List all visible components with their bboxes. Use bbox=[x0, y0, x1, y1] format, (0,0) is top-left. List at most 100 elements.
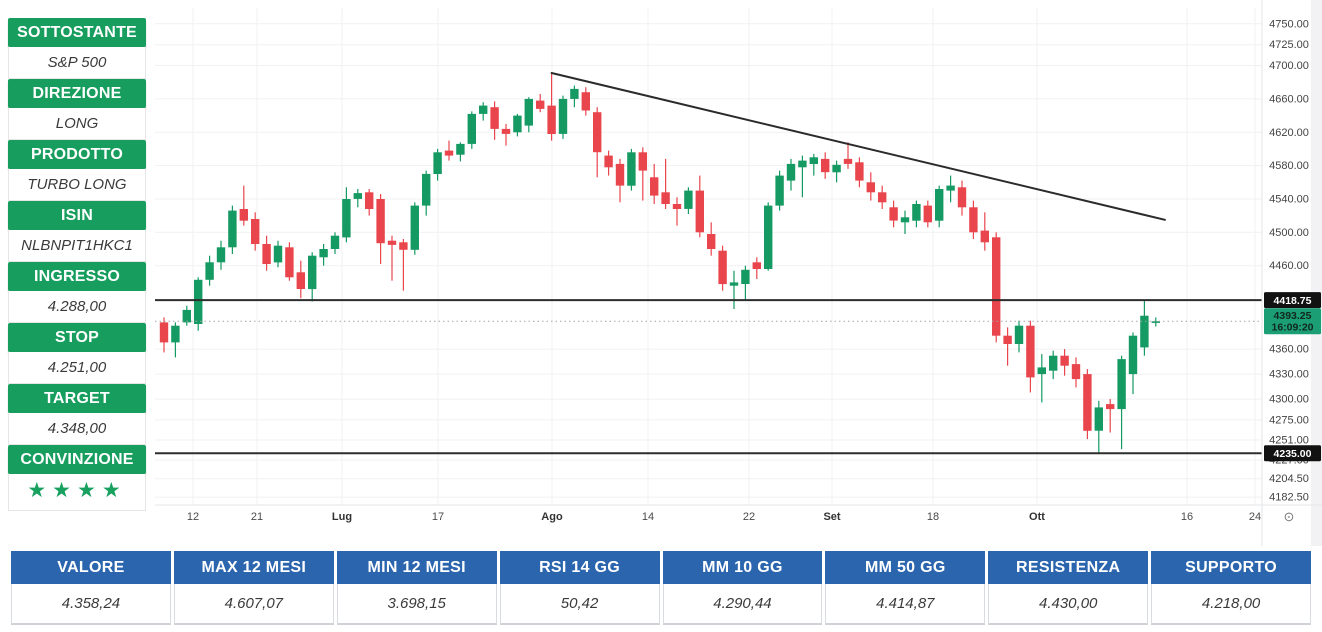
sidebar-header-convinzione: CONVINZIONE bbox=[8, 445, 146, 474]
candle-body bbox=[513, 115, 522, 133]
candle-body bbox=[581, 92, 590, 111]
stats-header: MAX 12 MESI bbox=[173, 551, 334, 584]
price-axis[interactable]: 4750.00 4725.00 4700.00 4660.00 4620.00 4580.… bbox=[1269, 18, 1309, 503]
trade-info-panel: SOTTOSTANTE S&P 500 DIREZIONE LONG PRODOTTO T… bbox=[8, 18, 146, 511]
sidebar-header-target: TARGET bbox=[8, 384, 146, 413]
sidebar-header-prodotto: PRODOTTO bbox=[8, 140, 146, 169]
candle-body bbox=[809, 157, 818, 164]
candle-body bbox=[741, 269, 750, 284]
candle bbox=[536, 93, 545, 113]
candle-body bbox=[912, 204, 921, 221]
candle bbox=[1060, 349, 1069, 376]
candle-body bbox=[1140, 315, 1149, 348]
candle bbox=[935, 185, 944, 228]
candle bbox=[672, 197, 682, 226]
axis-settings-icon[interactable]: ⊙ bbox=[1284, 509, 1295, 524]
candle-body bbox=[1117, 359, 1126, 410]
sidebar-value-target: 4.348,00 bbox=[8, 413, 146, 445]
sidebar-value-stop: 4.251,00 bbox=[8, 352, 146, 384]
stats-header: VALORE bbox=[11, 551, 171, 584]
candle-body bbox=[615, 163, 625, 186]
candle bbox=[1117, 355, 1126, 450]
sidebar-header-isin: ISIN bbox=[8, 201, 146, 230]
candle bbox=[171, 322, 180, 358]
price-line-badge-text: 4418.75 bbox=[1274, 295, 1312, 307]
stats-value: 4.290,44 bbox=[662, 584, 823, 625]
price-tick-label: 4750.00 bbox=[1269, 18, 1309, 30]
candle bbox=[1071, 357, 1081, 388]
descending-trendline[interactable] bbox=[550, 72, 1166, 221]
candle-body bbox=[296, 272, 305, 289]
sidebar-header-sottostante: SOTTOSTANTE bbox=[8, 18, 146, 47]
candle bbox=[604, 150, 613, 176]
candle-body bbox=[604, 155, 613, 168]
price-tick-label: 4700.00 bbox=[1269, 60, 1309, 72]
candle bbox=[194, 277, 203, 331]
candle bbox=[228, 205, 237, 254]
candle-body bbox=[467, 113, 476, 144]
candle bbox=[444, 140, 454, 161]
candle-body bbox=[353, 193, 362, 199]
sidebar-header-stop: STOP bbox=[8, 323, 146, 352]
candle-body bbox=[650, 177, 659, 196]
candle bbox=[456, 142, 465, 162]
candle bbox=[1128, 332, 1138, 395]
candle bbox=[1106, 399, 1115, 433]
candle-body bbox=[1060, 355, 1069, 366]
candlestick-chart[interactable]: 4750.00 4725.00 4700.00 4660.00 4620.00 4580.… bbox=[0, 0, 1322, 546]
candle bbox=[319, 244, 328, 266]
candle bbox=[809, 153, 818, 176]
candle-body bbox=[729, 282, 739, 286]
candle bbox=[490, 101, 499, 140]
price-line-badge-bg bbox=[1264, 292, 1321, 309]
candle-body bbox=[672, 204, 682, 209]
candle-body bbox=[285, 247, 294, 278]
candle bbox=[399, 239, 408, 291]
candle bbox=[650, 163, 659, 204]
candle-body bbox=[1026, 325, 1035, 378]
candle-body bbox=[547, 105, 556, 134]
candle bbox=[615, 158, 625, 203]
candle-body bbox=[821, 158, 830, 173]
candle bbox=[296, 260, 305, 299]
price-tick-label: 4182.50 bbox=[1269, 492, 1309, 504]
candle-body bbox=[456, 143, 465, 155]
stats-header: MM 10 GG bbox=[662, 551, 823, 584]
candle-body bbox=[205, 262, 214, 280]
price-tick-label: 4251.00 bbox=[1269, 435, 1309, 447]
stats-value: 50,42 bbox=[499, 584, 660, 625]
time-tick-label: 22 bbox=[743, 511, 755, 523]
candle bbox=[1094, 400, 1103, 453]
sidebar-value-sottostante: S&P 500 bbox=[8, 47, 146, 79]
candle bbox=[1026, 320, 1035, 393]
candle bbox=[1151, 317, 1160, 327]
time-tick-label: Lug bbox=[332, 511, 352, 523]
time-tick-label: 17 bbox=[432, 511, 444, 523]
price-tick-label: 4620.00 bbox=[1269, 127, 1309, 139]
candle bbox=[684, 187, 693, 214]
candle-body bbox=[1094, 407, 1103, 431]
candles-layer[interactable] bbox=[159, 73, 1160, 453]
candle bbox=[992, 232, 1001, 343]
candle bbox=[980, 212, 989, 251]
time-axis[interactable]: 12 21 Lug 17 Ago 14 22 Set 18 Ott 16 24 bbox=[187, 511, 1261, 523]
candle-body bbox=[524, 98, 533, 126]
chart-background bbox=[0, 0, 1322, 546]
price-tick-label: 4500.00 bbox=[1269, 227, 1309, 239]
stats-value: 4.358,24 bbox=[11, 584, 171, 625]
candle bbox=[878, 185, 887, 209]
candle-body bbox=[946, 185, 955, 191]
candle bbox=[695, 175, 704, 238]
candle-body bbox=[228, 210, 237, 248]
candle-body bbox=[1003, 335, 1012, 344]
candle-body bbox=[969, 207, 978, 233]
candle-body bbox=[399, 242, 408, 250]
candle bbox=[843, 142, 853, 169]
candle bbox=[308, 252, 317, 302]
candle bbox=[798, 155, 807, 198]
candle-body bbox=[764, 205, 773, 269]
candle-body bbox=[900, 217, 910, 223]
candle-body bbox=[194, 279, 203, 324]
stats-header: MIN 12 MESI bbox=[336, 551, 497, 584]
